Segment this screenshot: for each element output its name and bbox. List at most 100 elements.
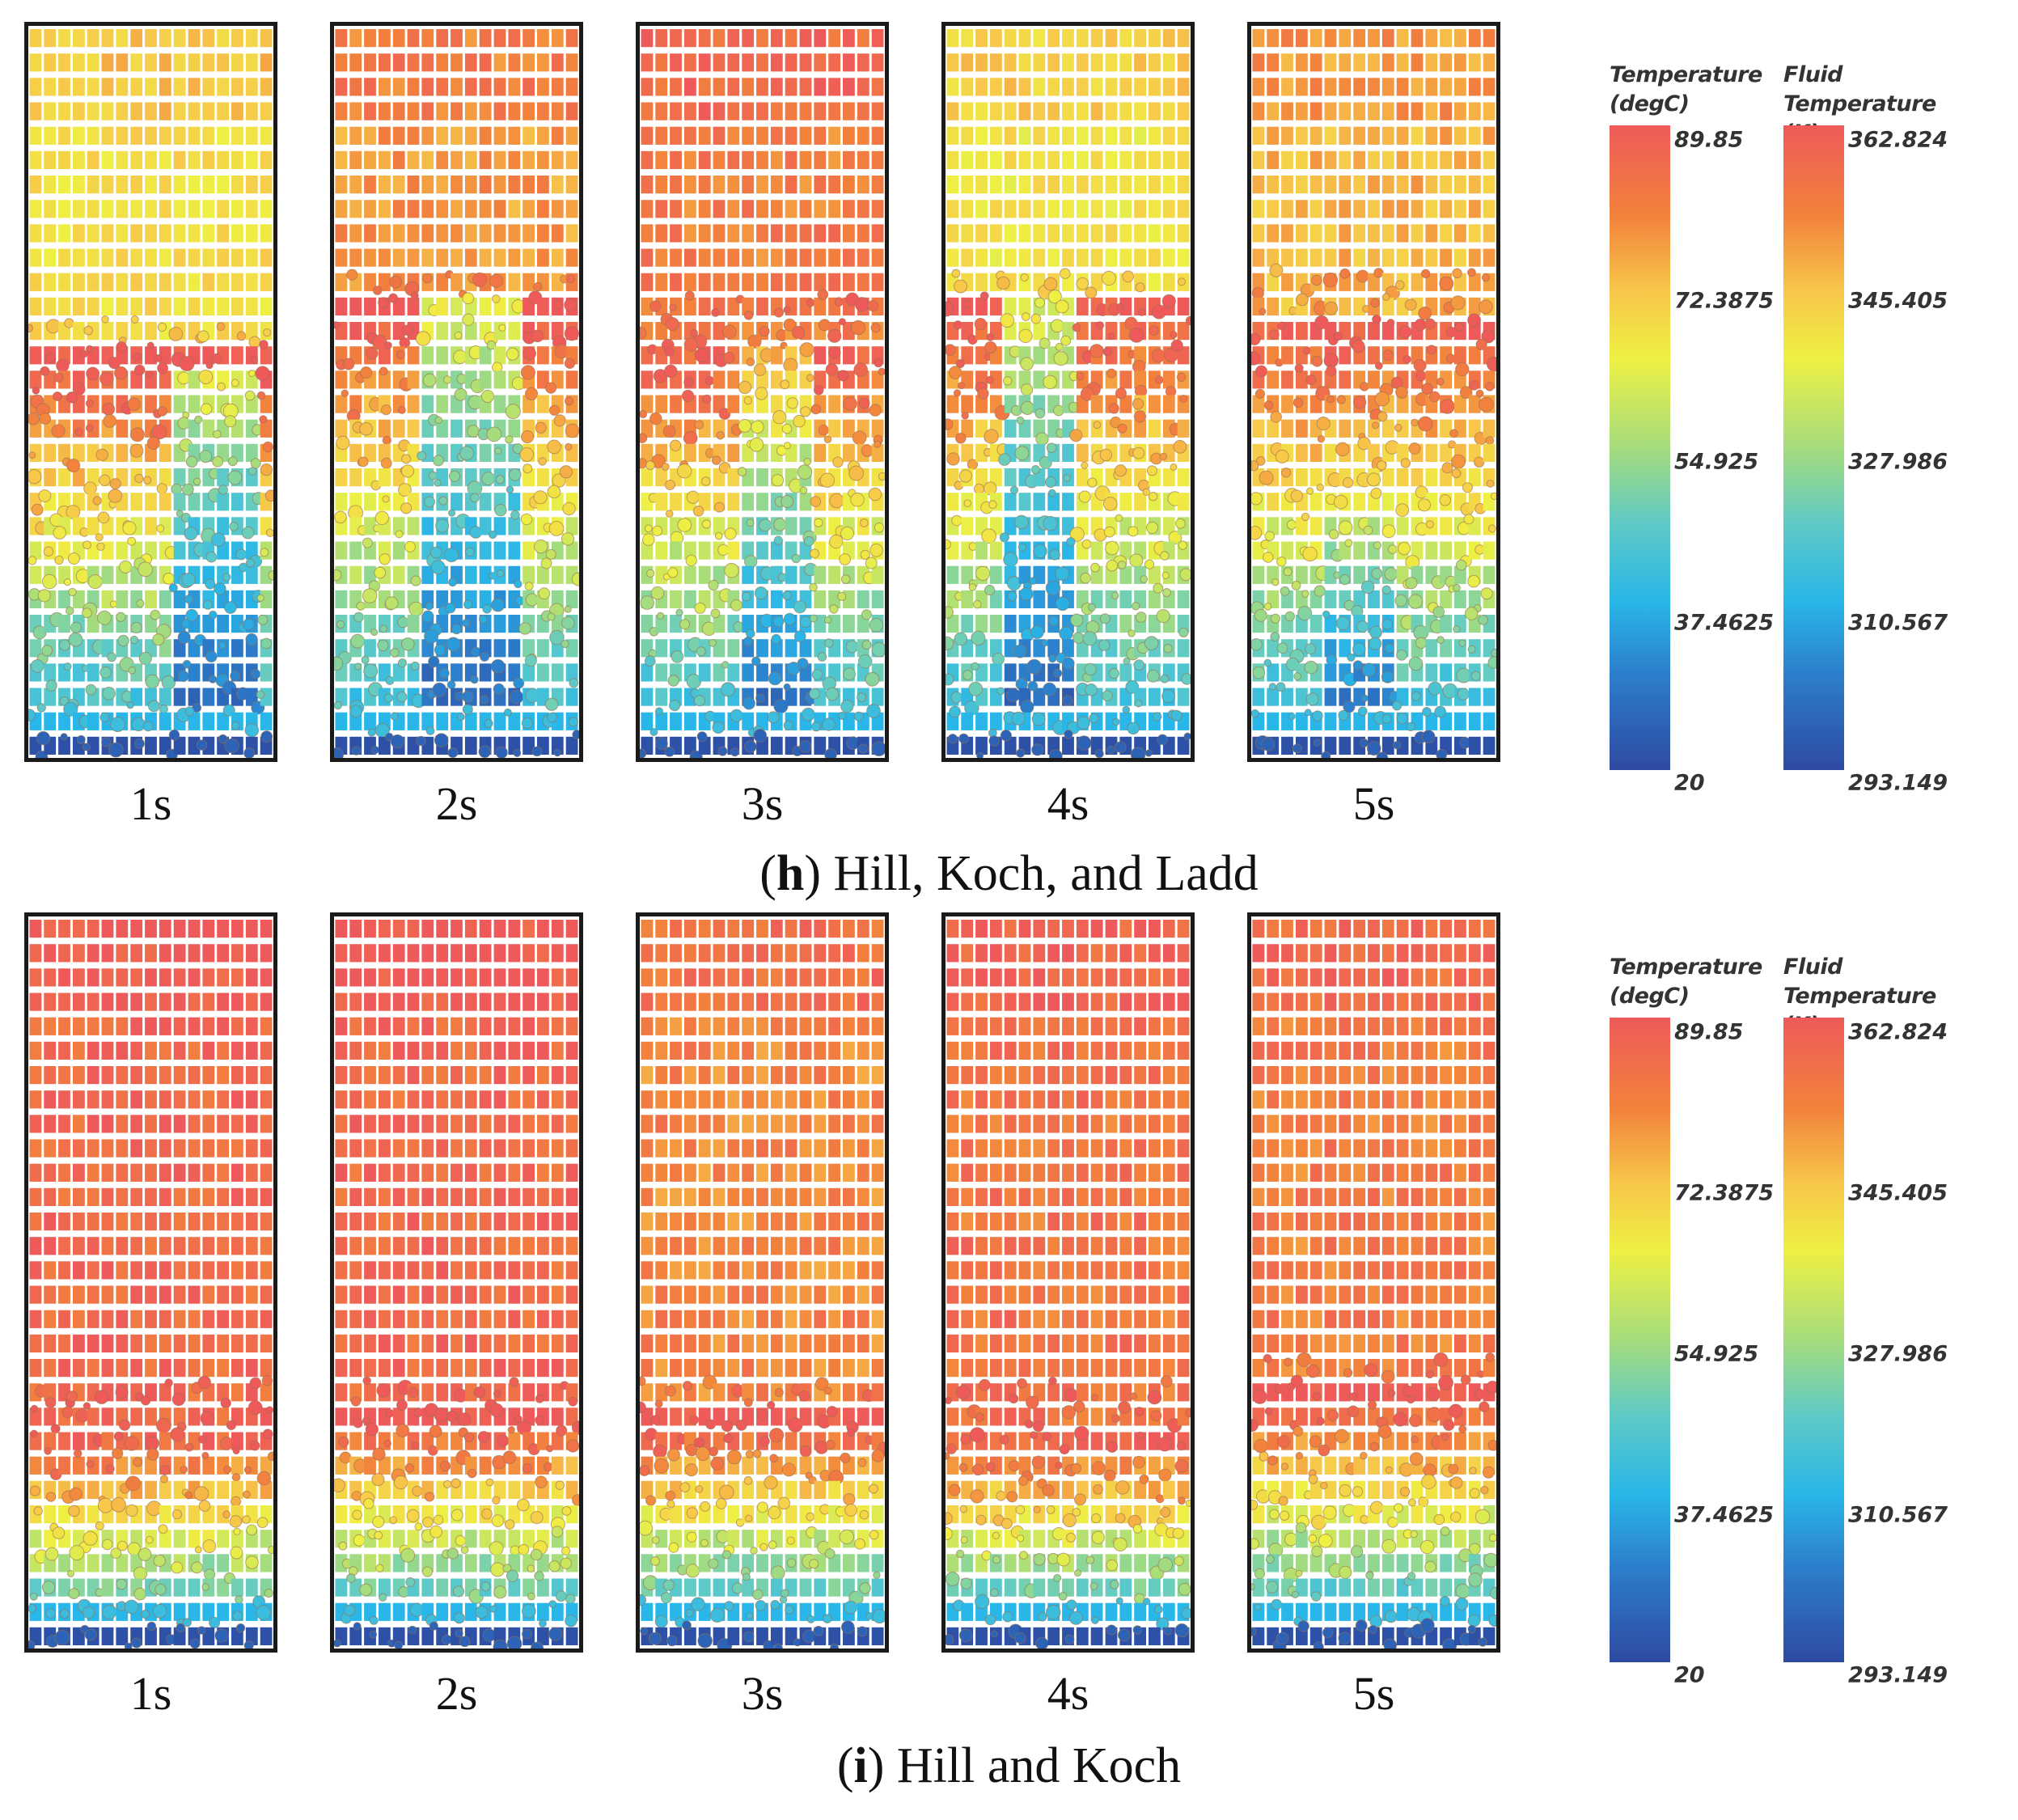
fluid-particle <box>649 300 662 312</box>
solid-particle <box>508 1359 521 1378</box>
solid-particle <box>975 53 988 72</box>
solid-particle <box>87 176 99 194</box>
fluid-particle <box>382 495 390 503</box>
fluid-particle <box>1277 321 1286 331</box>
fluid-particle <box>28 412 40 425</box>
fluid-particle <box>1481 273 1491 282</box>
solid-particle <box>479 993 492 1011</box>
solid-particle <box>436 29 449 48</box>
fluid-particle <box>1453 625 1461 633</box>
solid-particle <box>713 663 726 682</box>
fluid-particle <box>772 616 785 628</box>
fluid-particle <box>133 1457 143 1467</box>
solid-particle <box>44 78 57 96</box>
solid-particle <box>1353 712 1366 730</box>
solid-particle <box>364 615 376 633</box>
solid-particle <box>217 1310 229 1328</box>
fluid-particle <box>1305 643 1317 655</box>
fluid-particle <box>646 569 655 578</box>
fluid-particle <box>365 1422 379 1437</box>
fluid-particle <box>1262 552 1274 563</box>
fluid-particle <box>1089 713 1099 724</box>
solid-particle <box>349 150 362 169</box>
solid-particle <box>1483 443 1496 462</box>
solid-particle <box>231 1383 243 1402</box>
solid-particle <box>145 1237 157 1255</box>
fluid-particle <box>1306 487 1314 495</box>
solid-particle <box>116 1237 129 1255</box>
solid-particle <box>335 1334 348 1352</box>
fluid-particle <box>988 735 1000 747</box>
solid-particle <box>871 224 884 243</box>
solid-particle <box>260 968 273 987</box>
solid-particle <box>188 736 201 755</box>
solid-particle <box>260 1017 273 1035</box>
solid-particle <box>670 395 682 413</box>
solid-particle <box>756 248 768 267</box>
fluid-particle <box>390 648 400 658</box>
fluid-particle <box>395 530 404 539</box>
fluid-particle <box>977 387 989 400</box>
fluid-particle <box>374 566 387 579</box>
fluid-particle <box>54 555 64 565</box>
solid-particle <box>1309 150 1322 169</box>
solid-particle <box>130 1237 143 1255</box>
solid-particle <box>188 29 201 48</box>
solid-particle <box>44 1359 57 1378</box>
solid-particle <box>245 1090 258 1109</box>
fluid-particle <box>1434 705 1447 718</box>
solid-particle <box>1309 615 1322 633</box>
fluid-particle <box>336 435 350 451</box>
fluid-particle <box>370 629 379 637</box>
solid-particle <box>814 297 827 315</box>
solid-particle <box>364 78 376 96</box>
solid-particle <box>44 1383 57 1402</box>
fluid-particle <box>1026 658 1043 675</box>
solid-particle <box>1309 102 1322 121</box>
solid-particle <box>173 615 186 633</box>
fluid-particle <box>156 524 165 533</box>
fluid-particle <box>1047 615 1059 626</box>
solid-particle <box>202 993 215 1011</box>
fluid-particle <box>1421 730 1436 744</box>
fluid-particle <box>1335 616 1351 631</box>
solid-particle <box>260 102 273 121</box>
solid-particle <box>188 1407 201 1426</box>
fluid-particle <box>247 1400 263 1416</box>
fluid-particle <box>801 707 815 722</box>
solid-particle <box>1454 346 1466 365</box>
solid-particle <box>29 1187 42 1206</box>
fluid-particle <box>540 557 552 569</box>
solid-particle <box>1440 29 1452 48</box>
solid-particle <box>130 1334 143 1352</box>
fluid-particle <box>1080 387 1094 401</box>
fluid-particle <box>227 456 238 467</box>
fluid-particle <box>92 496 102 506</box>
solid-particle <box>1267 370 1280 389</box>
fluid-particle <box>514 579 522 589</box>
fluid-particle <box>1132 398 1144 410</box>
fluid-particle <box>829 493 844 509</box>
solid-particle <box>145 517 157 535</box>
fluid-particle <box>1022 312 1030 321</box>
solid-particle <box>245 1334 258 1352</box>
fluid-particle <box>102 687 116 700</box>
fluid-particle <box>1263 658 1272 667</box>
solid-particle <box>1309 443 1322 462</box>
solid-particle <box>392 1237 405 1255</box>
solid-particle <box>101 1115 114 1133</box>
solid-particle <box>44 102 57 121</box>
solid-particle <box>231 176 243 194</box>
fluid-particle <box>1170 339 1183 352</box>
solid-particle <box>1004 297 1017 315</box>
solid-particle <box>1062 150 1074 169</box>
solid-particle <box>713 102 726 121</box>
solid-particle <box>1018 615 1031 633</box>
fluid-particle <box>1142 488 1151 496</box>
solid-particle <box>785 565 797 584</box>
fluid-particle <box>493 1389 501 1398</box>
fluid-particle <box>457 1412 472 1426</box>
solid-particle <box>407 1066 420 1085</box>
solid-particle <box>73 944 85 963</box>
fluid-particle <box>1123 657 1131 666</box>
